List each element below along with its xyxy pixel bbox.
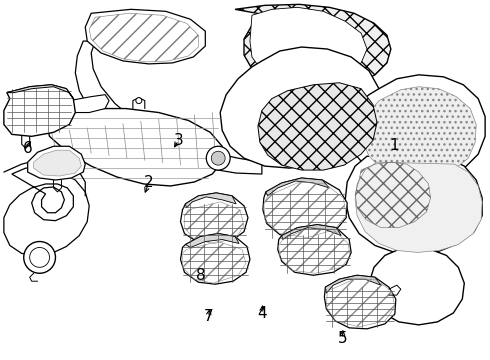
Polygon shape [324,275,396,329]
Polygon shape [28,146,85,180]
Text: 3: 3 [173,133,183,148]
Polygon shape [250,7,367,84]
Circle shape [24,242,55,273]
Text: 8: 8 [196,268,205,283]
Polygon shape [266,178,329,196]
Circle shape [206,146,230,170]
Text: 5: 5 [338,331,347,346]
Polygon shape [369,249,465,325]
Polygon shape [7,85,73,99]
Polygon shape [263,178,347,239]
Polygon shape [4,85,75,136]
Text: 7: 7 [203,310,213,324]
Text: 2: 2 [144,175,153,190]
Polygon shape [34,150,81,176]
Polygon shape [282,225,341,239]
Polygon shape [349,75,485,183]
Text: 1: 1 [389,138,399,153]
Circle shape [211,151,225,165]
Polygon shape [46,109,222,186]
Text: 6: 6 [23,141,32,156]
Polygon shape [85,9,205,64]
Circle shape [30,247,49,267]
Polygon shape [180,234,250,284]
Polygon shape [4,168,89,255]
Text: 4: 4 [257,306,267,321]
Polygon shape [278,225,351,275]
Polygon shape [70,95,109,113]
Polygon shape [235,4,391,91]
Polygon shape [345,156,482,255]
Polygon shape [325,275,381,293]
Circle shape [136,98,142,104]
Polygon shape [180,193,248,244]
Polygon shape [363,87,476,178]
Polygon shape [220,47,381,168]
Polygon shape [185,234,239,247]
Polygon shape [75,41,262,174]
Polygon shape [185,193,236,208]
Polygon shape [258,83,377,170]
Polygon shape [355,162,482,252]
